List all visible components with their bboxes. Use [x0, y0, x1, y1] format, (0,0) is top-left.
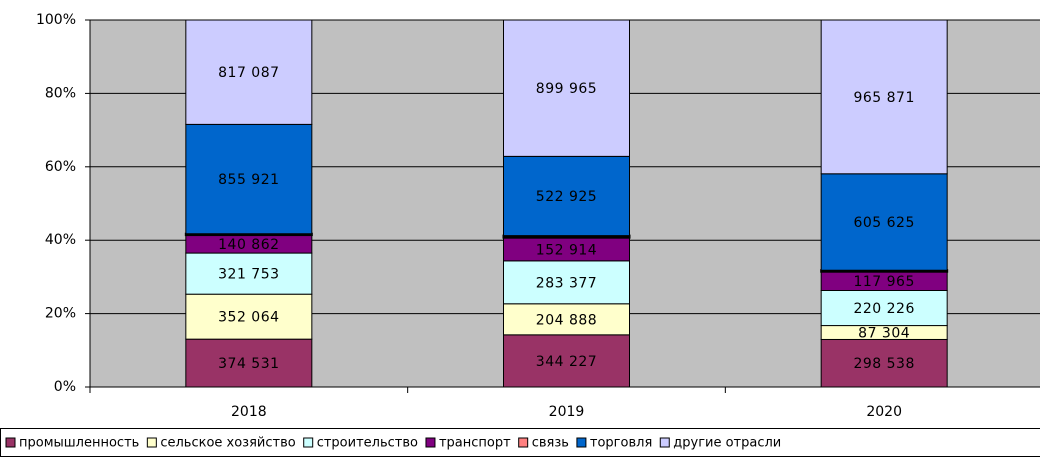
legend-swatch — [425, 437, 436, 448]
legend-label: другие отрасли — [673, 436, 781, 451]
data-label: 87 304 — [858, 326, 910, 342]
y-tick-label: 100% — [36, 12, 76, 28]
bar-segment — [185, 338, 313, 388]
data-label: 522 925 — [536, 189, 597, 205]
y-tick-label: 0% — [54, 379, 76, 395]
data-label: 817 087 — [218, 65, 279, 81]
legend-swatch — [659, 437, 670, 448]
bar-segment — [185, 252, 313, 295]
data-label: 965 871 — [853, 90, 914, 106]
y-tick-label: 60% — [45, 159, 76, 175]
y-tick-label: 40% — [45, 232, 76, 248]
bar-segment — [503, 334, 630, 388]
data-label: 117 965 — [853, 274, 914, 290]
data-label: 352 064 — [218, 310, 279, 326]
legend-swatch — [518, 437, 529, 448]
data-label: 855 921 — [218, 172, 279, 188]
x-tick-label: 2018 — [231, 404, 267, 420]
bar-segment — [820, 289, 948, 327]
bar-segment — [185, 19, 313, 125]
data-label: 152 914 — [536, 242, 597, 258]
legend-label: связь — [532, 436, 569, 451]
y-tick-label: 80% — [45, 85, 76, 101]
legend-label: транспорт — [439, 436, 511, 451]
y-tick-label: 20% — [45, 306, 76, 322]
data-label: 140 862 — [218, 237, 279, 253]
data-label: 298 538 — [853, 356, 914, 372]
legend-swatch — [5, 437, 16, 448]
data-label: 344 227 — [536, 354, 597, 370]
data-label: 283 377 — [536, 275, 597, 291]
legend-label: промышленность — [19, 436, 139, 451]
legend-label: сельское хозяйство — [160, 436, 295, 451]
data-label: 220 226 — [853, 301, 914, 317]
bar-segment — [185, 123, 313, 235]
data-label: 605 625 — [853, 215, 914, 231]
x-tick-label: 2019 — [549, 404, 585, 420]
x-tick-label: 2020 — [866, 404, 902, 420]
legend-label: строительство — [317, 436, 418, 451]
data-label: 899 965 — [536, 81, 597, 97]
bar-segment — [185, 293, 313, 340]
data-label: 204 888 — [536, 312, 597, 328]
bar-segment — [503, 19, 630, 157]
bar-segment — [820, 173, 948, 271]
legend-label: торговля — [590, 436, 652, 451]
bar-segment — [503, 260, 630, 305]
bar-segment — [820, 19, 948, 175]
bar-segment — [820, 338, 948, 388]
data-label: 374 531 — [218, 356, 279, 372]
legend-swatch — [576, 437, 587, 448]
legend-swatch — [146, 437, 157, 448]
legend-swatch — [303, 437, 314, 448]
data-label: 321 753 — [218, 267, 279, 283]
